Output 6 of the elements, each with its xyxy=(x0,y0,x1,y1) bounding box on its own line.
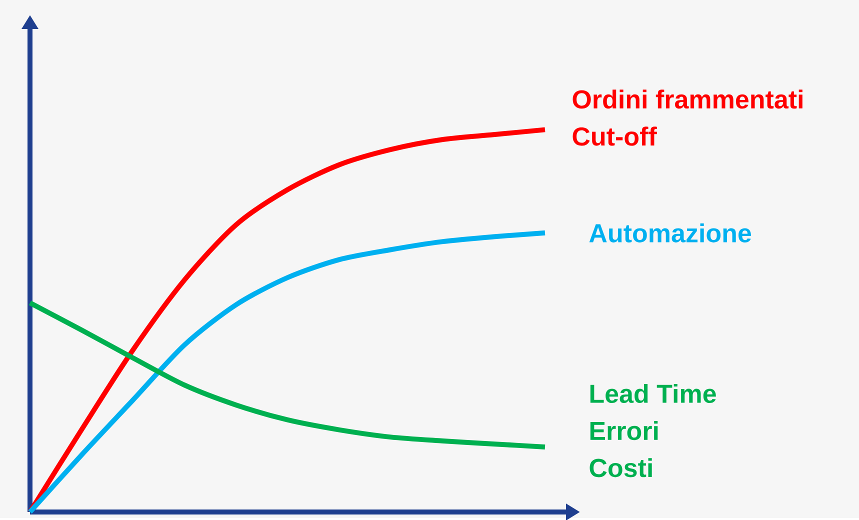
series-label: Ordini frammentati xyxy=(572,90,802,109)
series-label: Automazione xyxy=(589,223,752,242)
text: Lead Time xyxy=(590,384,716,404)
text: Costi xyxy=(590,458,652,478)
text: Errori xyxy=(590,421,658,440)
text: Cut-off xyxy=(572,126,657,146)
